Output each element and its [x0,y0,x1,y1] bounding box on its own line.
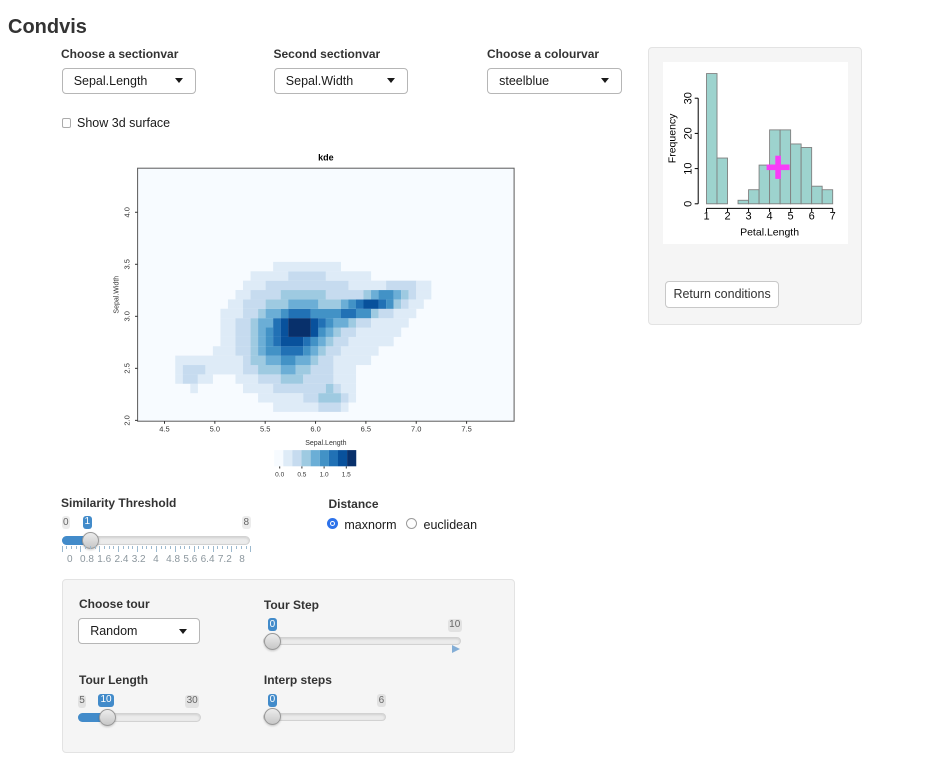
svg-text:Sepal.Width: Sepal.Width [114,276,121,314]
svg-text:3: 3 [745,211,751,223]
svg-text:2.0: 2.0 [123,415,132,425]
svg-text:Frequency: Frequency [667,113,679,163]
svg-text:1.0: 1.0 [320,472,329,479]
svg-text:30: 30 [682,92,694,104]
svg-text:Sepal.Length: Sepal.Length [305,440,346,447]
svg-text:5.0: 5.0 [210,425,220,434]
svg-text:1: 1 [703,211,709,223]
svg-text:4.0: 4.0 [123,207,132,217]
svg-text:5.5: 5.5 [260,425,270,434]
svg-text:5: 5 [788,211,794,223]
svg-text:3.5: 3.5 [123,259,132,269]
svg-text:7.0: 7.0 [411,425,421,434]
svg-text:7.5: 7.5 [461,425,471,434]
svg-text:20: 20 [682,127,694,139]
svg-text:0.5: 0.5 [297,472,306,479]
svg-text:6: 6 [809,211,815,223]
svg-text:2.5: 2.5 [123,363,132,373]
svg-text:6.5: 6.5 [361,425,371,434]
svg-text:0.0: 0.0 [275,472,284,479]
svg-text:7: 7 [830,211,836,223]
svg-text:kde: kde [318,152,334,162]
svg-text:3.0: 3.0 [123,311,132,321]
svg-text:0: 0 [682,201,694,207]
svg-text:4: 4 [767,211,773,223]
svg-text:1.5: 1.5 [342,472,351,479]
svg-text:4.5: 4.5 [159,425,169,434]
svg-text:2: 2 [724,211,730,223]
svg-text:6.0: 6.0 [310,425,320,434]
svg-text:Petal.Length: Petal.Length [740,227,799,239]
svg-text:10: 10 [682,162,694,174]
